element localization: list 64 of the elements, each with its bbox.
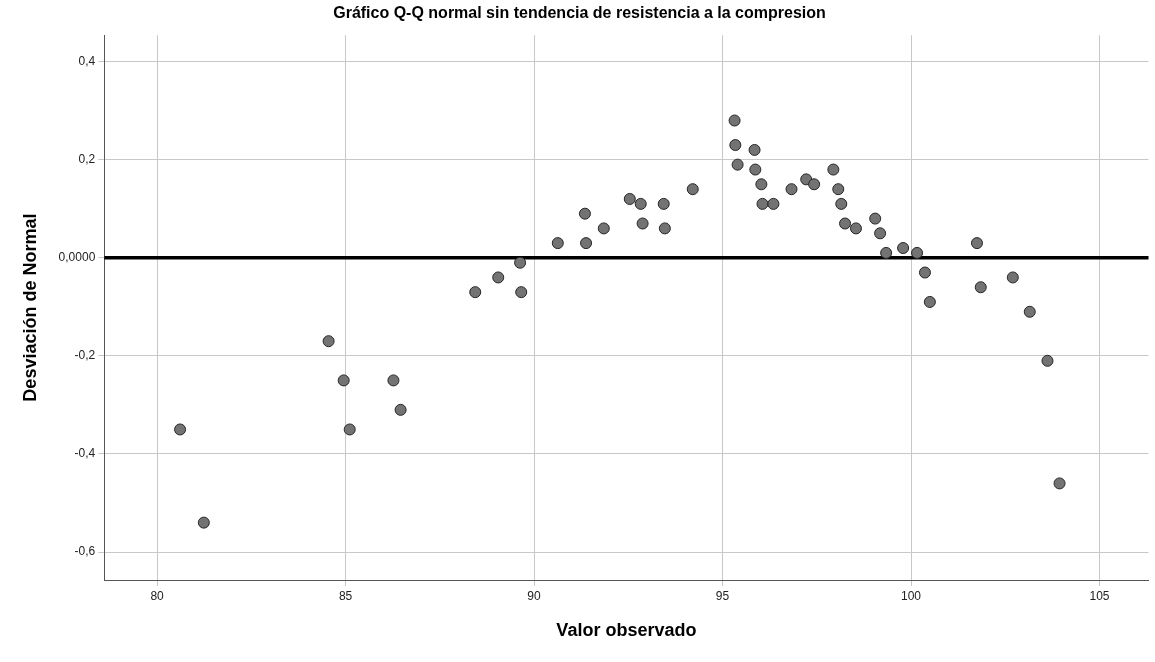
point <box>749 163 762 176</box>
point <box>1041 354 1054 367</box>
point <box>1053 477 1066 490</box>
point <box>174 423 187 436</box>
point <box>634 197 647 210</box>
point <box>897 242 910 255</box>
x-tick-label: 90 <box>527 588 542 603</box>
point <box>1006 271 1019 284</box>
y-tick-label: 0,0000 <box>58 250 96 265</box>
y-tick-label: 0,4 <box>78 53 96 68</box>
point <box>874 227 887 240</box>
point <box>657 197 670 210</box>
point <box>686 183 699 196</box>
point <box>755 178 768 191</box>
point <box>748 143 761 156</box>
point <box>387 374 400 387</box>
point <box>337 374 350 387</box>
point <box>515 286 528 299</box>
point <box>658 222 671 235</box>
point <box>869 212 882 225</box>
x-tick-label: 85 <box>338 588 353 603</box>
point <box>923 295 936 308</box>
point <box>1023 305 1036 318</box>
point <box>839 217 852 230</box>
point <box>394 403 407 416</box>
point <box>827 163 840 176</box>
point <box>728 114 741 127</box>
y-tick-label: -0,2 <box>74 348 96 363</box>
y-tick-label: -0,6 <box>74 544 96 559</box>
point <box>835 197 848 210</box>
x-tick-label: 80 <box>150 588 165 603</box>
point <box>756 197 769 210</box>
y-tick-label: -0,4 <box>74 446 96 461</box>
x-axis-title: Valor observado <box>556 620 697 641</box>
y-tick-label: 0,2 <box>78 152 96 167</box>
point <box>578 207 591 220</box>
point <box>729 139 742 152</box>
point <box>911 246 924 259</box>
point <box>767 197 780 210</box>
chart-title: Gráfico Q-Q normal sin tendencia de resistencia a la compresion <box>333 4 826 22</box>
point <box>785 183 798 196</box>
x-tick-label: 95 <box>715 588 730 603</box>
point <box>849 222 862 235</box>
point <box>580 237 593 250</box>
x-tick-label: 100 <box>901 588 922 603</box>
point <box>197 516 210 529</box>
point <box>808 178 821 191</box>
point <box>343 423 356 436</box>
point <box>597 222 610 235</box>
point <box>322 335 335 348</box>
point <box>731 158 744 171</box>
point <box>551 237 564 250</box>
point <box>623 192 636 205</box>
point <box>918 266 931 279</box>
point <box>974 281 987 294</box>
y-axis-title: Desviación de Normal <box>19 213 40 402</box>
point <box>970 237 983 250</box>
point <box>514 256 527 269</box>
point <box>832 183 845 196</box>
point <box>469 286 482 299</box>
point <box>880 246 893 259</box>
point <box>636 217 649 230</box>
x-tick-label: 105 <box>1089 588 1110 603</box>
point <box>492 271 505 284</box>
